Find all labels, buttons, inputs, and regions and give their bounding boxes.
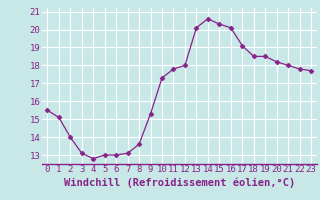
X-axis label: Windchill (Refroidissement éolien,°C): Windchill (Refroidissement éolien,°C) bbox=[64, 177, 295, 188]
